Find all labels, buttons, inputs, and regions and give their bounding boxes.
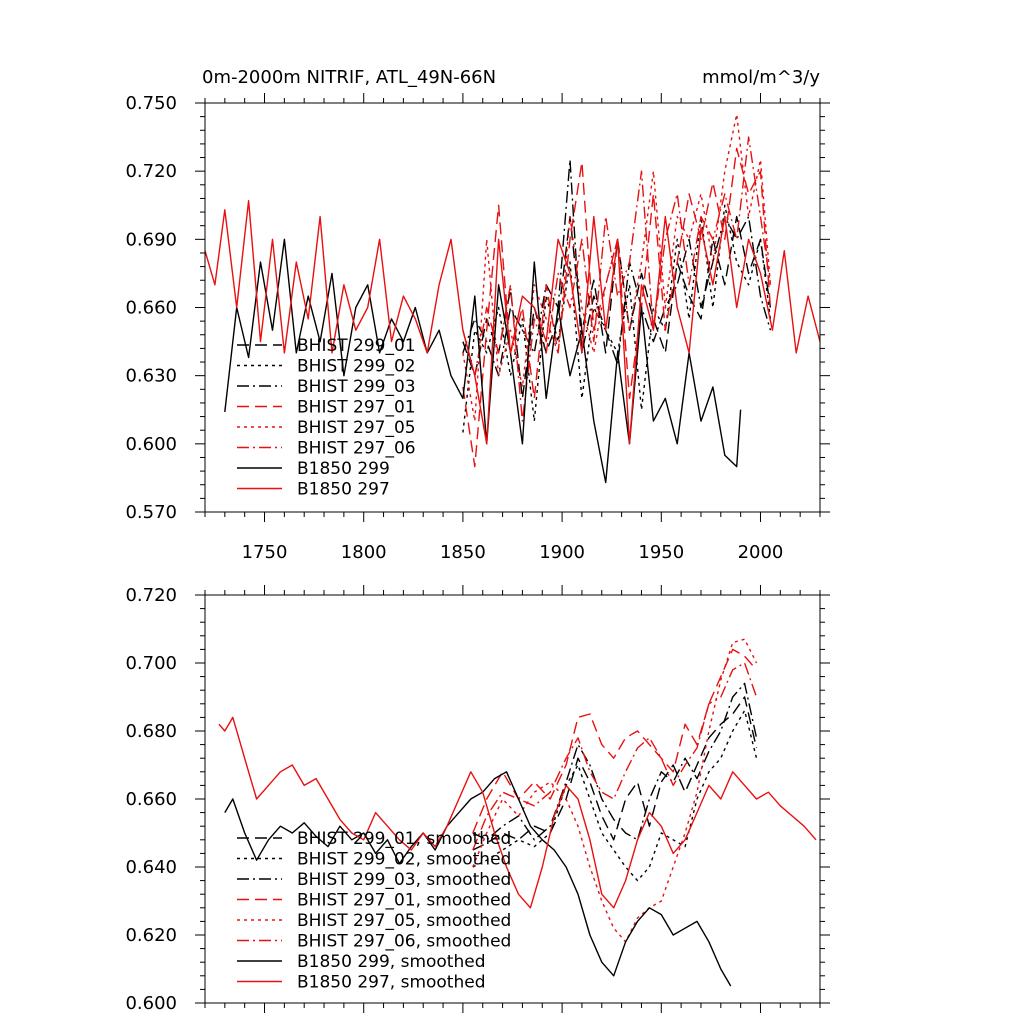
legend-label: BHIST 297_01, smoothed	[297, 891, 511, 911]
series-line-b1850-299-smoothed	[224, 771, 732, 987]
y-tick-label: 0.660	[125, 789, 177, 810]
legend-label: BHIST 299_02, smoothed	[297, 850, 511, 870]
series-group	[205, 113, 820, 484]
series-line-b1850-297	[205, 199, 820, 445]
y-tick-label: 0.750	[125, 93, 177, 114]
legend-label: B1850 299	[297, 459, 390, 479]
raw-panel: 1750 1800 1850 1900 1950 2000 0.570 0.600 0.630 0…	[125, 93, 830, 563]
series-line-bhist-299-03-smoothed	[472, 682, 758, 841]
legend-label: B1850 297	[297, 480, 390, 500]
y-tick-label: 0.700	[125, 653, 177, 674]
legend-label: BHIST 297_05, smoothed	[297, 911, 511, 931]
x-tick-label: 2000	[738, 542, 784, 563]
y-tick-label: 0.600	[125, 993, 177, 1014]
units-label: mmol/m^3/y	[702, 67, 820, 88]
series-line-b1850-297-smoothed	[218, 716, 817, 909]
legend-label: BHIST 297_01	[297, 398, 416, 418]
series-group	[218, 638, 817, 987]
series-line-bhist-299-03	[462, 159, 772, 377]
y-tick-label: 0.640	[125, 857, 177, 878]
legend-label: BHIST 297_06, smoothed	[297, 932, 511, 952]
chart-title: 0m-2000m NITRIF, ATL_49N-66N	[202, 67, 496, 88]
legend-label: BHIST 299_02	[297, 357, 416, 377]
y-tick-label: 0.600	[125, 434, 177, 455]
x-tick-label: 1950	[638, 542, 684, 563]
smoothed-panel: 0.600 0.620 0.640 0.660 0.680 0.700 0.720 BHIST…	[125, 585, 830, 1014]
series-line-bhist-299-01	[462, 215, 772, 400]
y-tick-label: 0.660	[125, 298, 177, 319]
y-tick-label: 0.690	[125, 229, 177, 250]
y-tick-label: 0.720	[125, 161, 177, 182]
series-line-bhist-299-01-smoothed	[472, 696, 758, 851]
legend-label: BHIST 297_06	[297, 439, 416, 459]
legend-label: BHIST 299_03, smoothed	[297, 870, 511, 890]
series-line-bhist-297-06-smoothed	[472, 662, 758, 851]
legend-label: BHIST 299_03	[297, 377, 416, 397]
legend-label: BHIST 297_05	[297, 418, 416, 438]
series-line-bhist-297-05	[462, 113, 772, 422]
x-tick-label: 1750	[242, 542, 288, 563]
legend-label: BHIST 299_01, smoothed	[297, 829, 511, 849]
x-tick-label: 1900	[539, 542, 585, 563]
x-tick-label: 1800	[341, 542, 387, 563]
y-tick-label: 0.620	[125, 925, 177, 946]
y-tick-label: 0.570	[125, 502, 177, 523]
legend-label: B1850 297, smoothed	[297, 973, 486, 993]
y-tick-label: 0.680	[125, 721, 177, 742]
y-tick-label: 0.720	[125, 585, 177, 606]
x-tick-label: 1850	[440, 542, 486, 563]
y-tick-label: 0.630	[125, 366, 177, 387]
legend-label: BHIST 299_01	[297, 336, 416, 356]
series-line-bhist-297-01-smoothed	[472, 648, 758, 834]
legend-label: B1850 299, smoothed	[297, 952, 486, 972]
series-line-bhist-299-02-smoothed	[472, 709, 758, 882]
